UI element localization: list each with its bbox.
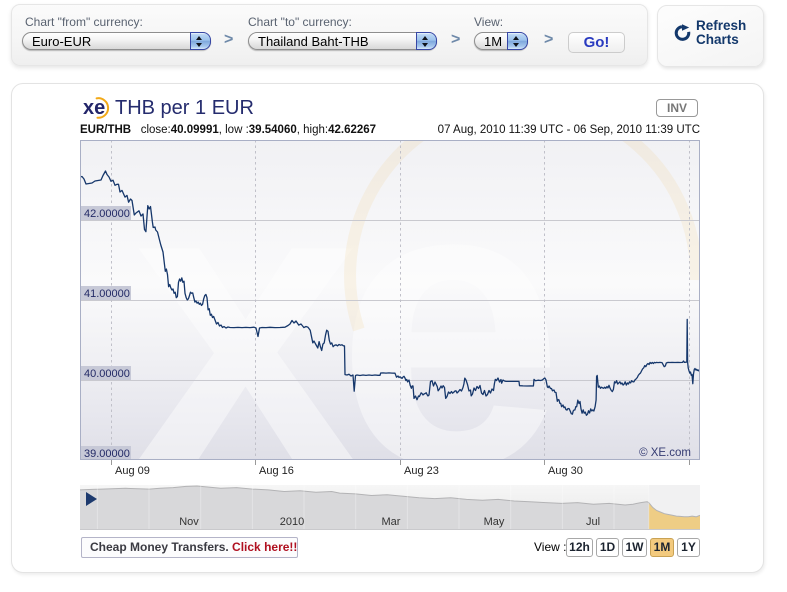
svg-text:Nov: Nov: [179, 516, 199, 528]
svg-text:May: May: [484, 516, 505, 528]
svg-text:xe: xe: [83, 97, 105, 119]
svg-text:© XE.com: © XE.com: [639, 447, 691, 459]
svg-text:Jul: Jul: [586, 516, 600, 528]
svg-text:39.00000: 39.00000: [84, 448, 130, 460]
svg-text:41.00000: 41.00000: [84, 288, 130, 300]
svg-text:40.00000: 40.00000: [84, 368, 130, 380]
svg-text:Mar: Mar: [382, 516, 401, 528]
svg-text:2010: 2010: [280, 516, 304, 528]
svg-text:42.00000: 42.00000: [84, 208, 130, 220]
